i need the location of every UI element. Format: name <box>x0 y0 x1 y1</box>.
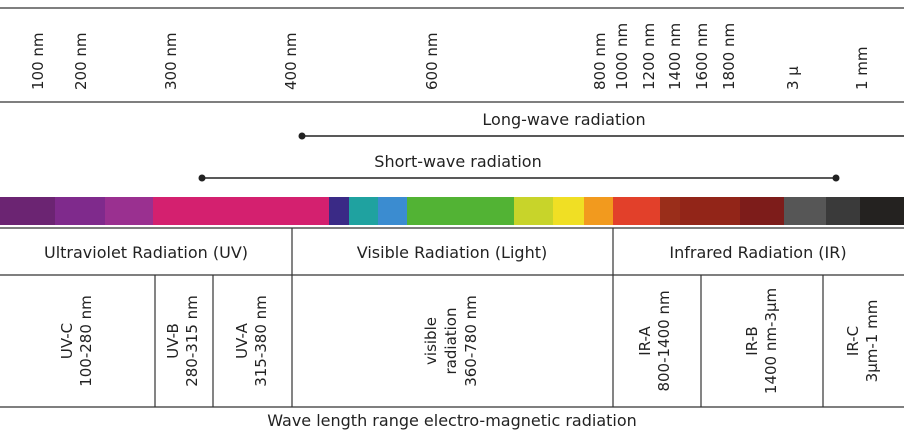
tick-label: 1000 nm <box>613 23 631 90</box>
tick-label: 300 nm <box>162 32 180 90</box>
spectrum-segment <box>584 197 614 225</box>
long-wave-range: Long-wave radiation <box>298 110 904 140</box>
band-range: 315-380 nm <box>252 295 270 387</box>
short-wave-start-dot <box>198 174 206 182</box>
tick-label: 200 nm <box>72 32 90 90</box>
spectrum-segment <box>407 197 477 225</box>
tick-label: 800 nm <box>591 32 609 90</box>
long-wave-label: Long-wave radiation <box>482 110 645 129</box>
band-range: 3µm-1 mm <box>863 300 881 383</box>
short-wave-label: Short-wave radiation <box>374 152 541 171</box>
spectrum-segment <box>553 197 585 225</box>
spectrum-segment <box>826 197 861 225</box>
tick-label: 1400 nm <box>666 23 684 90</box>
band-range: 1400 nm-3µm <box>762 288 780 394</box>
spectrum-segment <box>514 197 554 225</box>
band-uv-b: UV-B 280-315 nm <box>164 295 201 387</box>
long-wave-start-dot <box>298 132 306 140</box>
band-name: UV-A <box>233 322 251 358</box>
band-range: 100-280 nm <box>77 295 95 387</box>
spectrum-segment <box>329 197 350 225</box>
spectrum-segment <box>55 197 106 225</box>
spectrum-segment <box>613 197 661 225</box>
band-name: IR-B <box>743 326 761 355</box>
band-name-line2: radiation <box>442 308 460 375</box>
tick-label: 1800 nm <box>720 23 738 90</box>
tick-label: 3 µ <box>784 66 802 90</box>
short-wave-range: Short-wave radiation <box>198 152 840 182</box>
spectrum-segment <box>740 197 785 225</box>
tick-label: 1 mm <box>853 46 871 90</box>
wavelength-axis: 100 nm 200 nm 300 nm 400 nm 600 nm 800 n… <box>29 23 871 90</box>
spectrum-bar <box>0 197 904 225</box>
short-wave-end-dot <box>832 174 840 182</box>
band-uv-c: UV-C 100-280 nm <box>58 295 95 387</box>
band-name: IR-C <box>844 326 862 356</box>
spectrum-segment <box>860 197 904 225</box>
tick-label: 100 nm <box>29 32 47 90</box>
spectrum-segment <box>660 197 681 225</box>
spectrum-segment <box>784 197 827 225</box>
spectrum-segment <box>200 197 251 225</box>
spectrum-segment <box>105 197 154 225</box>
band-ir-c: IR-C 3µm-1 mm <box>844 300 881 383</box>
band-ir-b: IR-B 1400 nm-3µm <box>743 288 780 394</box>
spectrum-segment <box>680 197 741 225</box>
spectrum-segment <box>250 197 281 225</box>
category-ir-label: Infrared Radiation (IR) <box>669 243 846 262</box>
band-uv-a: UV-A 315-380 nm <box>233 295 270 387</box>
band-name: UV-B <box>164 323 182 359</box>
category-visible-label: Visible Radiation (Light) <box>357 243 547 262</box>
spectrum-segment <box>378 197 408 225</box>
tick-label: 600 nm <box>423 32 441 90</box>
spectrum-segment <box>280 197 330 225</box>
category-row: Ultraviolet Radiation (UV) Visible Radia… <box>44 243 847 262</box>
tick-label: 1200 nm <box>640 23 658 90</box>
band-name: UV-C <box>58 323 76 359</box>
table-lines <box>0 7 904 408</box>
spectrum-segment <box>153 197 201 225</box>
spectrum-segment <box>476 197 515 225</box>
band-visible: visible radiation 360-780 nm <box>422 295 480 387</box>
band-ir-a: IR-A 800-1400 nm <box>636 290 673 391</box>
spectrum-segment <box>0 197 56 225</box>
band-range: 360-780 nm <box>462 295 480 387</box>
band-name: visible <box>422 317 440 365</box>
spectrum-segment <box>349 197 379 225</box>
band-range: 280-315 nm <box>183 295 201 387</box>
band-name: IR-A <box>636 325 654 355</box>
band-row: UV-C 100-280 nm UV-B 280-315 nm UV-A 315… <box>58 288 881 394</box>
band-range: 800-1400 nm <box>655 290 673 391</box>
category-uv-label: Ultraviolet Radiation (UV) <box>44 243 248 262</box>
footer-caption: Wave length range electro-magnetic radia… <box>267 411 637 430</box>
tick-label: 400 nm <box>282 32 300 90</box>
tick-label: 1600 nm <box>693 23 711 90</box>
